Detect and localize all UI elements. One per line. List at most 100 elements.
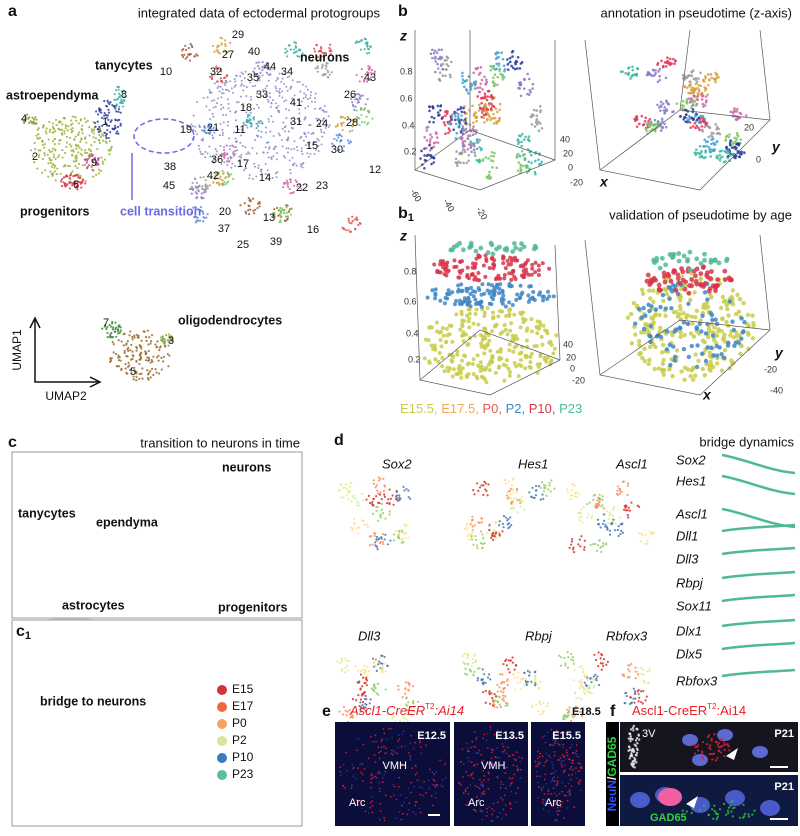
cell-dot <box>459 108 462 111</box>
cell-dot <box>156 346 158 348</box>
cell-dot <box>646 122 649 125</box>
cell-dot <box>684 86 687 89</box>
cell-dot <box>254 85 256 87</box>
cell-dot <box>85 141 87 143</box>
cell-dot <box>310 91 312 93</box>
cell-dot <box>56 124 58 126</box>
cell-dot <box>517 142 520 145</box>
cell-dot <box>490 159 493 162</box>
cell-dot <box>63 165 65 167</box>
cell-dot <box>533 270 537 274</box>
cell-dot <box>49 170 51 172</box>
cell-dot <box>299 91 301 93</box>
cell-dot <box>84 152 86 154</box>
cell-dot <box>649 304 653 308</box>
cell-dot <box>112 328 114 330</box>
cell-dot <box>686 367 690 371</box>
cell-dot <box>705 345 709 349</box>
cell-dot <box>287 211 289 213</box>
cell-dot <box>69 143 71 145</box>
cell-dot <box>523 138 526 141</box>
cell-dot <box>480 66 483 69</box>
cell-dot <box>328 47 330 49</box>
cell-dot <box>741 301 745 305</box>
cell-dot <box>85 121 87 123</box>
cell-dot <box>438 49 441 52</box>
cell-dot <box>530 154 533 157</box>
cell-dot <box>145 340 147 342</box>
cell-dot <box>473 145 476 148</box>
cell-dot <box>151 361 153 363</box>
cell-dot <box>253 108 255 110</box>
cell-dot <box>64 185 66 187</box>
cell-dot <box>202 153 204 155</box>
cell-dot <box>670 289 674 293</box>
cell-dot <box>733 137 736 140</box>
cell-dot <box>712 132 715 135</box>
cell-dot <box>78 131 80 133</box>
cell-dot <box>61 178 63 180</box>
cell-dot <box>288 147 290 149</box>
cell-dot <box>541 127 544 130</box>
cell-dot <box>508 307 512 311</box>
cell-dot <box>478 104 481 107</box>
cell-dot <box>705 145 708 148</box>
cell-dot <box>675 102 678 105</box>
cell-dot <box>345 483 347 485</box>
cell-dot <box>347 229 349 231</box>
cell-dot <box>495 68 498 71</box>
cell-dot <box>374 535 376 537</box>
cell-dot <box>120 112 122 114</box>
cell-dot <box>697 94 700 97</box>
cell-dot <box>443 121 446 124</box>
cell-dot <box>186 56 188 58</box>
cell-dot <box>658 266 663 271</box>
cell-dot <box>447 132 450 135</box>
cell-dot <box>486 95 489 98</box>
cell-dot <box>400 530 402 532</box>
cell-dot <box>219 176 221 178</box>
cell-dot <box>311 101 313 103</box>
cell-dot <box>524 158 527 161</box>
cell-dot <box>52 132 54 134</box>
cell-dot <box>710 134 713 137</box>
cell-dot <box>663 112 666 115</box>
cell-dot <box>663 280 668 285</box>
cell-dot <box>366 44 368 46</box>
cell-dot <box>435 131 438 134</box>
cell-dot <box>162 338 164 340</box>
cell-dot <box>275 146 277 148</box>
cell-dot <box>709 311 713 315</box>
cell-dot <box>61 149 63 151</box>
cell-dot <box>356 527 358 529</box>
cell-dot <box>293 148 295 150</box>
cell-dot <box>221 179 223 181</box>
cell-dot <box>275 102 277 104</box>
cell-dot <box>489 302 493 306</box>
cell-dot <box>36 137 38 139</box>
cell-dot <box>490 354 494 358</box>
cell-dot <box>448 127 451 130</box>
cell-dot <box>361 68 363 70</box>
cell-dot <box>282 145 284 147</box>
cell-dot <box>148 372 150 374</box>
cell-dot <box>665 126 668 129</box>
cell-dot <box>75 159 77 161</box>
cell-dot <box>106 105 108 107</box>
cell-dot <box>269 92 271 94</box>
cell-dot <box>695 327 699 331</box>
cell-dot <box>75 120 77 122</box>
cell-dot <box>37 133 39 135</box>
cell-dot <box>470 150 473 153</box>
cell-dot <box>125 343 127 345</box>
cell-dot <box>408 496 410 498</box>
cell-dot <box>289 88 291 90</box>
cell-dot <box>235 146 237 148</box>
cell-dot <box>195 197 197 199</box>
cell-dot <box>468 300 472 304</box>
cell-dot <box>457 118 460 121</box>
cell-dot <box>285 212 287 214</box>
cell-dot <box>120 330 122 332</box>
cell-dot <box>256 207 258 209</box>
cell-dot <box>523 79 526 82</box>
